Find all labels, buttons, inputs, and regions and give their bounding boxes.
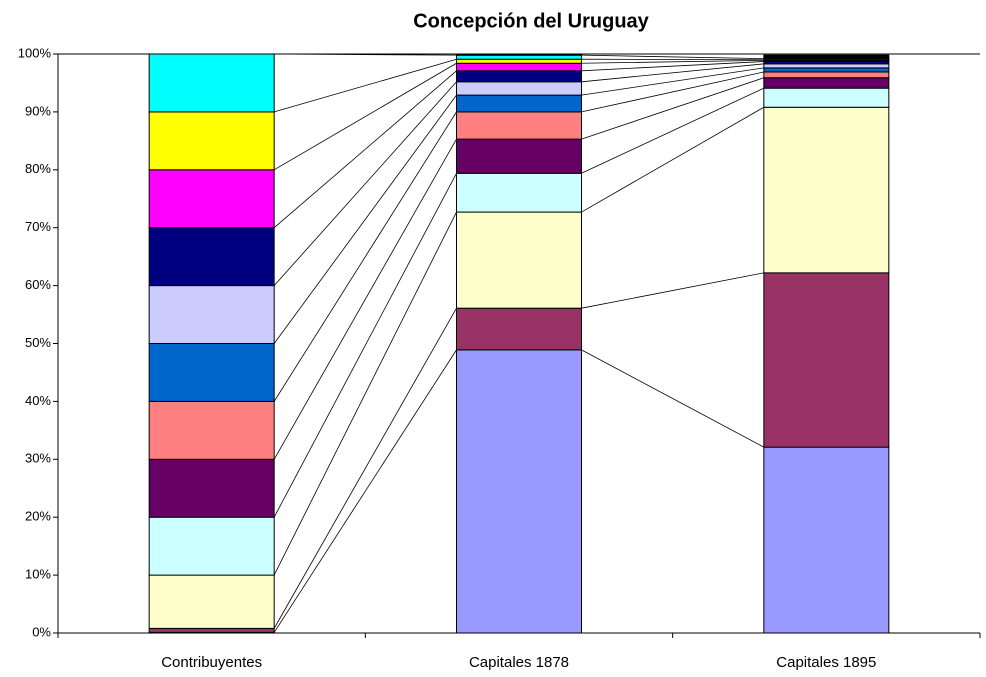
bar-segment	[763, 87, 890, 108]
y-tick-label: 0%	[32, 624, 51, 639]
series-line	[581, 59, 764, 64]
bar-segment	[456, 349, 582, 634]
bar-segment	[763, 446, 890, 634]
bar-segment	[456, 172, 582, 213]
bar-segment	[763, 77, 890, 89]
series-line	[274, 58, 457, 113]
y-tick-label: 30%	[25, 451, 51, 466]
series-line	[273, 81, 457, 286]
bar-segment	[148, 285, 275, 345]
x-tick-label: Capitales 1895	[776, 654, 876, 671]
bar-segment	[763, 54, 890, 60]
bar-segment	[456, 94, 582, 113]
series-line	[581, 58, 764, 61]
bar-segment	[456, 53, 582, 56]
series-line	[581, 67, 764, 96]
bar-segment	[763, 106, 890, 274]
bar-segment	[148, 227, 275, 287]
bar-segment	[763, 71, 890, 79]
y-tick-label: 90%	[25, 103, 51, 118]
bar-segment	[456, 58, 582, 64]
bar-segment	[456, 70, 582, 83]
series-line	[273, 62, 457, 171]
bar-segment	[763, 63, 890, 69]
bar-segment	[148, 458, 275, 518]
y-tick-label: 50%	[25, 335, 51, 350]
bar-segment	[456, 54, 582, 60]
series-line	[273, 349, 457, 633]
y-tick-label: 80%	[25, 161, 51, 176]
bar-segment	[456, 307, 582, 351]
bar-segment	[456, 111, 582, 140]
bar-segment	[456, 62, 582, 72]
y-tick-label: 10%	[25, 567, 51, 582]
y-tick-label: 100%	[18, 45, 52, 60]
bar-segment	[148, 516, 275, 576]
bar-segment	[763, 67, 890, 73]
series-line	[581, 71, 764, 113]
series-line	[273, 211, 457, 576]
series-line	[273, 307, 457, 629]
bar-segment	[763, 272, 890, 448]
bar-segment	[148, 169, 275, 229]
bar-segment	[148, 627, 275, 633]
bar-segment	[456, 211, 582, 309]
y-tick-label: 70%	[25, 219, 51, 234]
bar-segment	[148, 111, 275, 171]
series-line	[274, 53, 457, 56]
series-line	[581, 54, 764, 60]
series-line	[581, 272, 764, 309]
chart-title: Concepción del Uruguay	[413, 10, 649, 32]
series-line	[273, 138, 457, 460]
series-line	[273, 70, 457, 229]
x-tick-label: Capitales 1878	[469, 654, 569, 671]
y-tick-label: 60%	[25, 277, 51, 292]
series-line	[581, 77, 764, 140]
series-line	[273, 94, 457, 344]
series-line	[581, 87, 765, 174]
bar-segment	[456, 81, 582, 96]
series-line	[581, 349, 765, 448]
bar-segment	[148, 343, 275, 402]
series-line	[273, 111, 457, 402]
bar-segment	[148, 53, 275, 113]
bar-segment	[148, 574, 275, 629]
series-line	[273, 173, 457, 518]
y-tick-label: 20%	[25, 509, 51, 524]
series-line	[581, 63, 764, 83]
x-tick-label: Contribuyentes	[161, 654, 262, 671]
series-line	[581, 61, 764, 72]
bar-segment	[456, 138, 582, 174]
series-line	[581, 106, 765, 213]
bar-segment	[148, 400, 275, 460]
y-tick-label: 40%	[25, 393, 51, 408]
